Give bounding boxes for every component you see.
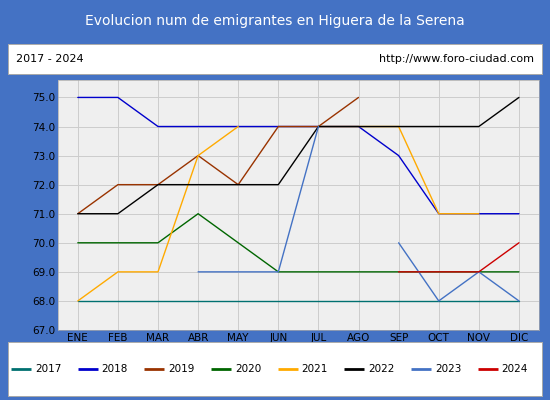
Text: http://www.foro-ciudad.com: http://www.foro-ciudad.com: [379, 54, 534, 64]
2020: [395, 270, 402, 274]
2024: [436, 270, 442, 274]
2023: [275, 270, 282, 274]
2022: [114, 211, 121, 216]
2018: [114, 95, 121, 100]
2018: [275, 124, 282, 129]
2017: [275, 298, 282, 303]
Text: 2022: 2022: [368, 364, 395, 374]
2018: [516, 211, 522, 216]
2017: [516, 298, 522, 303]
Text: 2024: 2024: [502, 364, 528, 374]
2020: [155, 240, 161, 245]
2018: [395, 153, 402, 158]
2017: [395, 298, 402, 303]
Line: 2023: 2023: [198, 126, 318, 272]
2022: [275, 182, 282, 187]
2020: [355, 270, 362, 274]
2018: [195, 124, 201, 129]
2018: [476, 211, 482, 216]
2024: [476, 270, 482, 274]
2022: [476, 124, 482, 129]
2022: [235, 182, 241, 187]
2019: [235, 182, 241, 187]
2018: [74, 95, 81, 100]
2021: [235, 124, 241, 129]
Text: 2023: 2023: [435, 364, 461, 374]
2020: [516, 270, 522, 274]
2022: [436, 124, 442, 129]
Text: 2020: 2020: [235, 364, 261, 374]
2021: [74, 298, 81, 303]
2020: [114, 240, 121, 245]
2019: [355, 95, 362, 100]
2022: [74, 211, 81, 216]
2017: [155, 298, 161, 303]
2019: [114, 182, 121, 187]
Line: 2022: 2022: [78, 98, 519, 214]
Text: 2019: 2019: [168, 364, 195, 374]
2024: [516, 240, 522, 245]
Text: 2018: 2018: [102, 364, 128, 374]
2020: [195, 211, 201, 216]
2019: [195, 153, 201, 158]
2022: [315, 124, 322, 129]
2021: [155, 270, 161, 274]
2022: [395, 124, 402, 129]
Text: 2021: 2021: [301, 364, 328, 374]
2017: [315, 298, 322, 303]
Line: 2019: 2019: [78, 98, 359, 214]
2019: [275, 124, 282, 129]
2020: [235, 240, 241, 245]
2020: [436, 270, 442, 274]
2017: [235, 298, 241, 303]
2022: [155, 182, 161, 187]
2023: [195, 270, 201, 274]
2017: [114, 298, 121, 303]
2021: [114, 270, 121, 274]
Line: 2020: 2020: [78, 214, 519, 272]
2020: [74, 240, 81, 245]
Text: 2017: 2017: [35, 364, 61, 374]
2020: [315, 270, 322, 274]
2018: [315, 124, 322, 129]
2019: [315, 124, 322, 129]
2022: [355, 124, 362, 129]
2017: [476, 298, 482, 303]
2018: [155, 124, 161, 129]
2023: [315, 124, 322, 129]
2018: [235, 124, 241, 129]
2018: [355, 124, 362, 129]
2022: [195, 182, 201, 187]
2020: [476, 270, 482, 274]
2017: [436, 298, 442, 303]
Line: 2018: 2018: [78, 98, 519, 214]
2018: [436, 211, 442, 216]
2023: [235, 270, 241, 274]
2019: [155, 182, 161, 187]
2017: [195, 298, 201, 303]
Text: 2017 - 2024: 2017 - 2024: [16, 54, 84, 64]
2019: [74, 211, 81, 216]
2017: [355, 298, 362, 303]
2022: [516, 95, 522, 100]
2017: [74, 298, 81, 303]
2020: [275, 270, 282, 274]
Text: Evolucion num de emigrantes en Higuera de la Serena: Evolucion num de emigrantes en Higuera d…: [85, 14, 465, 28]
Line: 2021: 2021: [78, 126, 238, 301]
Line: 2024: 2024: [399, 243, 519, 272]
2024: [395, 270, 402, 274]
2021: [195, 153, 201, 158]
